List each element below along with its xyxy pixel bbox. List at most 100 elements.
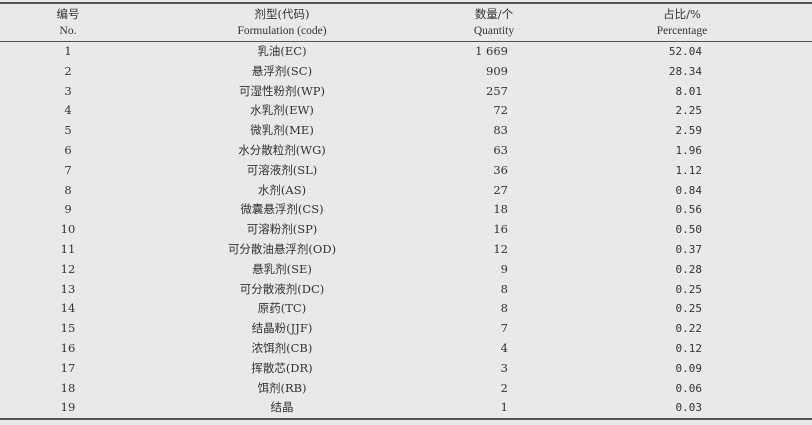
cell-percentage: 28.34 (668, 64, 702, 78)
cell-no: 2 (64, 63, 72, 78)
cell-no: 8 (64, 182, 72, 197)
cell-percentage: 0.03 (675, 401, 703, 415)
cell-formulation: 原药(TC) (257, 301, 307, 316)
cell-percentage: 0.12 (675, 341, 703, 355)
header-percentage: 占比/% Percentage (657, 6, 707, 40)
cell-formulation: 乳油(EC) (257, 44, 307, 58)
cell-percentage: 0.84 (675, 183, 703, 197)
header-quantity-zh: 数量/个 (474, 7, 514, 21)
cell-no: 15 (60, 321, 76, 336)
table-row: 9 微囊悬浮剂(CS) 18 0.56 (0, 200, 812, 220)
cell-formulation: 挥散芯(DR) (251, 360, 313, 375)
cell-formulation: 悬浮剂(SC) (251, 63, 313, 78)
table-bottom-rule (0, 418, 812, 420)
cell-quantity: 63 (493, 142, 508, 157)
cell-quantity: 72 (493, 103, 508, 118)
table-row: 6 水分散粒剂(WG) 63 1.96 (0, 141, 812, 161)
cell-no: 14 (60, 301, 76, 316)
cell-percentage: 1.12 (675, 163, 703, 177)
cell-formulation: 可分散液剂(DC) (239, 281, 325, 296)
cell-quantity: 36 (493, 162, 508, 177)
table-row: 2 悬浮剂(SC) 909 28.34 (0, 62, 812, 82)
cell-no: 1 (64, 44, 72, 58)
cell-formulation: 浓饵剂(CB) (251, 340, 313, 355)
cell-no: 17 (60, 360, 76, 375)
table-top-rule (0, 2, 812, 4)
table-row: 11 可分散油悬浮剂(OD) 12 0.37 (0, 240, 812, 260)
cell-no: 11 (60, 241, 76, 256)
table-row: 15 结晶粉(JJF) 7 0.22 (0, 319, 812, 339)
cell-formulation: 水分散粒剂(WG) (238, 142, 326, 157)
cell-no: 6 (64, 142, 72, 157)
cell-no: 7 (64, 162, 72, 177)
cell-formulation: 可湿性粉剂(WP) (238, 83, 326, 98)
cell-quantity: 18 (493, 202, 508, 217)
table-row: 1 乳油(EC) 1 669 52.04 (0, 42, 812, 62)
cell-quantity: 257 (486, 83, 508, 98)
cell-no: 3 (64, 83, 72, 98)
cell-formulation: 结晶 (270, 400, 294, 415)
cell-quantity: 1 669 (475, 44, 508, 58)
cell-no: 5 (64, 123, 72, 138)
cell-no: 16 (60, 340, 76, 355)
table-row: 16 浓饵剂(CB) 4 0.12 (0, 339, 812, 359)
table-body: 1 乳油(EC) 1 669 52.04 2 悬浮剂(SC) 909 28.34 3 可湿性粉剂(… (0, 42, 812, 418)
cell-no: 4 (64, 103, 72, 118)
cell-percentage: 0.56 (675, 203, 703, 217)
table-row: 12 悬乳剂(SE) 9 0.28 (0, 260, 812, 280)
table-row: 3 可湿性粉剂(WP) 257 8.01 (0, 82, 812, 102)
cell-quantity: 83 (493, 123, 508, 138)
table-row: 18 饵剂(RB) 2 0.06 (0, 379, 812, 399)
table-row: 19 结晶 1 0.03 (0, 398, 812, 418)
cell-formulation: 水乳剂(EW) (250, 103, 314, 118)
table-row: 8 水剂(AS) 27 0.84 (0, 181, 812, 201)
cell-percentage: 0.25 (675, 282, 703, 296)
table-row: 4 水乳剂(EW) 72 2.25 (0, 101, 812, 121)
header-no-en: No. (59, 25, 77, 37)
cell-percentage: 0.06 (675, 381, 703, 395)
cell-formulation: 悬乳剂(SE) (252, 261, 312, 276)
cell-percentage: 52.04 (668, 45, 702, 58)
cell-quantity: 3 (500, 360, 508, 375)
cell-no: 12 (60, 261, 76, 276)
header-percentage-zh: 占比/% (663, 7, 701, 21)
cell-quantity: 2 (500, 380, 508, 395)
cell-percentage: 0.28 (675, 262, 703, 276)
cell-no: 13 (60, 281, 76, 296)
header-formulation-en: Formulation (code) (237, 25, 327, 37)
cell-quantity: 4 (500, 340, 508, 355)
cell-no: 19 (60, 400, 76, 415)
header-no-zh: 编号 (56, 7, 80, 21)
table-row: 13 可分散液剂(DC) 8 0.25 (0, 280, 812, 300)
cell-quantity: 8 (500, 301, 508, 316)
header-quantity: 数量/个 Quantity (474, 6, 514, 40)
header-quantity-en: Quantity (473, 25, 515, 37)
cell-percentage: 1.96 (675, 143, 703, 157)
table-header: 编号 No. 剂型(代码) Formulation (code) 数量/个 Qu… (0, 6, 812, 42)
table-row: 5 微乳剂(ME) 83 2.59 (0, 121, 812, 141)
table-row: 14 原药(TC) 8 0.25 (0, 299, 812, 319)
table-row: 10 可溶粉剂(SP) 16 0.50 (0, 220, 812, 240)
cell-percentage: 2.25 (675, 104, 703, 118)
cell-formulation: 可溶液剂(SL) (246, 162, 318, 177)
cell-percentage: 0.22 (675, 322, 703, 336)
cell-formulation: 水剂(AS) (257, 182, 307, 197)
cell-quantity: 1 (500, 400, 508, 415)
cell-percentage: 0.50 (675, 223, 703, 237)
cell-formulation: 可分散油悬浮剂(OD) (227, 241, 337, 256)
cell-formulation: 饵剂(RB) (257, 380, 307, 395)
cell-no: 10 (60, 222, 76, 237)
header-percentage-en: Percentage (656, 25, 708, 37)
table-header-rule (0, 41, 812, 42)
table-row: 17 挥散芯(DR) 3 0.09 (0, 359, 812, 379)
cell-no: 9 (64, 202, 72, 217)
table-row: 7 可溶液剂(SL) 36 1.12 (0, 161, 812, 181)
header-formulation-zh: 剂型(代码) (254, 7, 310, 21)
cell-quantity: 27 (493, 182, 508, 197)
cell-quantity: 9 (500, 261, 508, 276)
cell-percentage: 8.01 (675, 84, 703, 98)
cell-no: 18 (60, 380, 76, 395)
cell-percentage: 2.59 (675, 124, 703, 138)
cell-quantity: 12 (493, 241, 508, 256)
cell-percentage: 0.25 (675, 302, 703, 316)
